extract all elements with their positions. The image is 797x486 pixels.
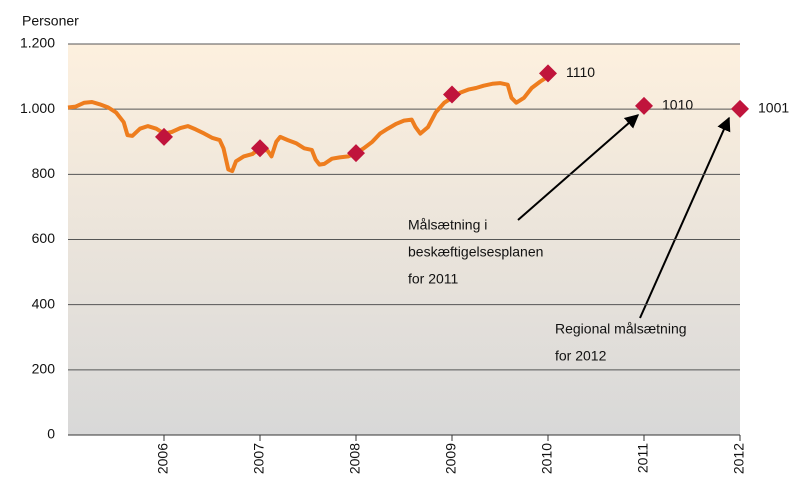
annotation: for 2011	[408, 271, 459, 287]
data-point	[155, 127, 173, 146]
y-tick-label: 600	[32, 230, 56, 246]
data-point	[635, 96, 653, 115]
data-line	[67, 74, 550, 174]
y-tick-label: 0	[47, 426, 55, 442]
annotation-arrow	[639, 116, 731, 319]
y-tick-label: 400	[32, 295, 56, 311]
x-tick-label: 2010	[539, 443, 555, 474]
data-label: 1110	[566, 64, 595, 80]
x-tick-label: 2009	[443, 443, 459, 474]
data-point	[731, 99, 749, 118]
data-point	[443, 85, 461, 104]
x-tick-label: 2008	[347, 443, 363, 474]
x-tick-label: 2007	[251, 443, 267, 474]
data-point	[539, 64, 557, 83]
annotation: for 2012	[555, 348, 607, 364]
annotation: beskæftigelsesplanen	[408, 244, 543, 260]
x-tick-label: 2006	[155, 443, 171, 474]
y-tick-label: 1.000	[20, 100, 55, 116]
x-tick-label: 2012	[731, 443, 747, 474]
y-tick-label: 1.200	[20, 35, 55, 51]
x-tick-label: 2011	[635, 443, 651, 473]
annotation: Målsætning i	[408, 217, 487, 233]
y-tick-label: 800	[32, 165, 56, 181]
data-label: 1010	[662, 97, 693, 113]
data-point	[251, 139, 269, 158]
y-tick-label: 200	[32, 361, 56, 377]
annotation: Regional målsætning	[555, 321, 687, 337]
data-label: 1001	[758, 100, 789, 116]
data-point	[347, 144, 365, 163]
annotation-arrow	[517, 114, 640, 221]
y-axis-title: Personer	[22, 13, 79, 29]
